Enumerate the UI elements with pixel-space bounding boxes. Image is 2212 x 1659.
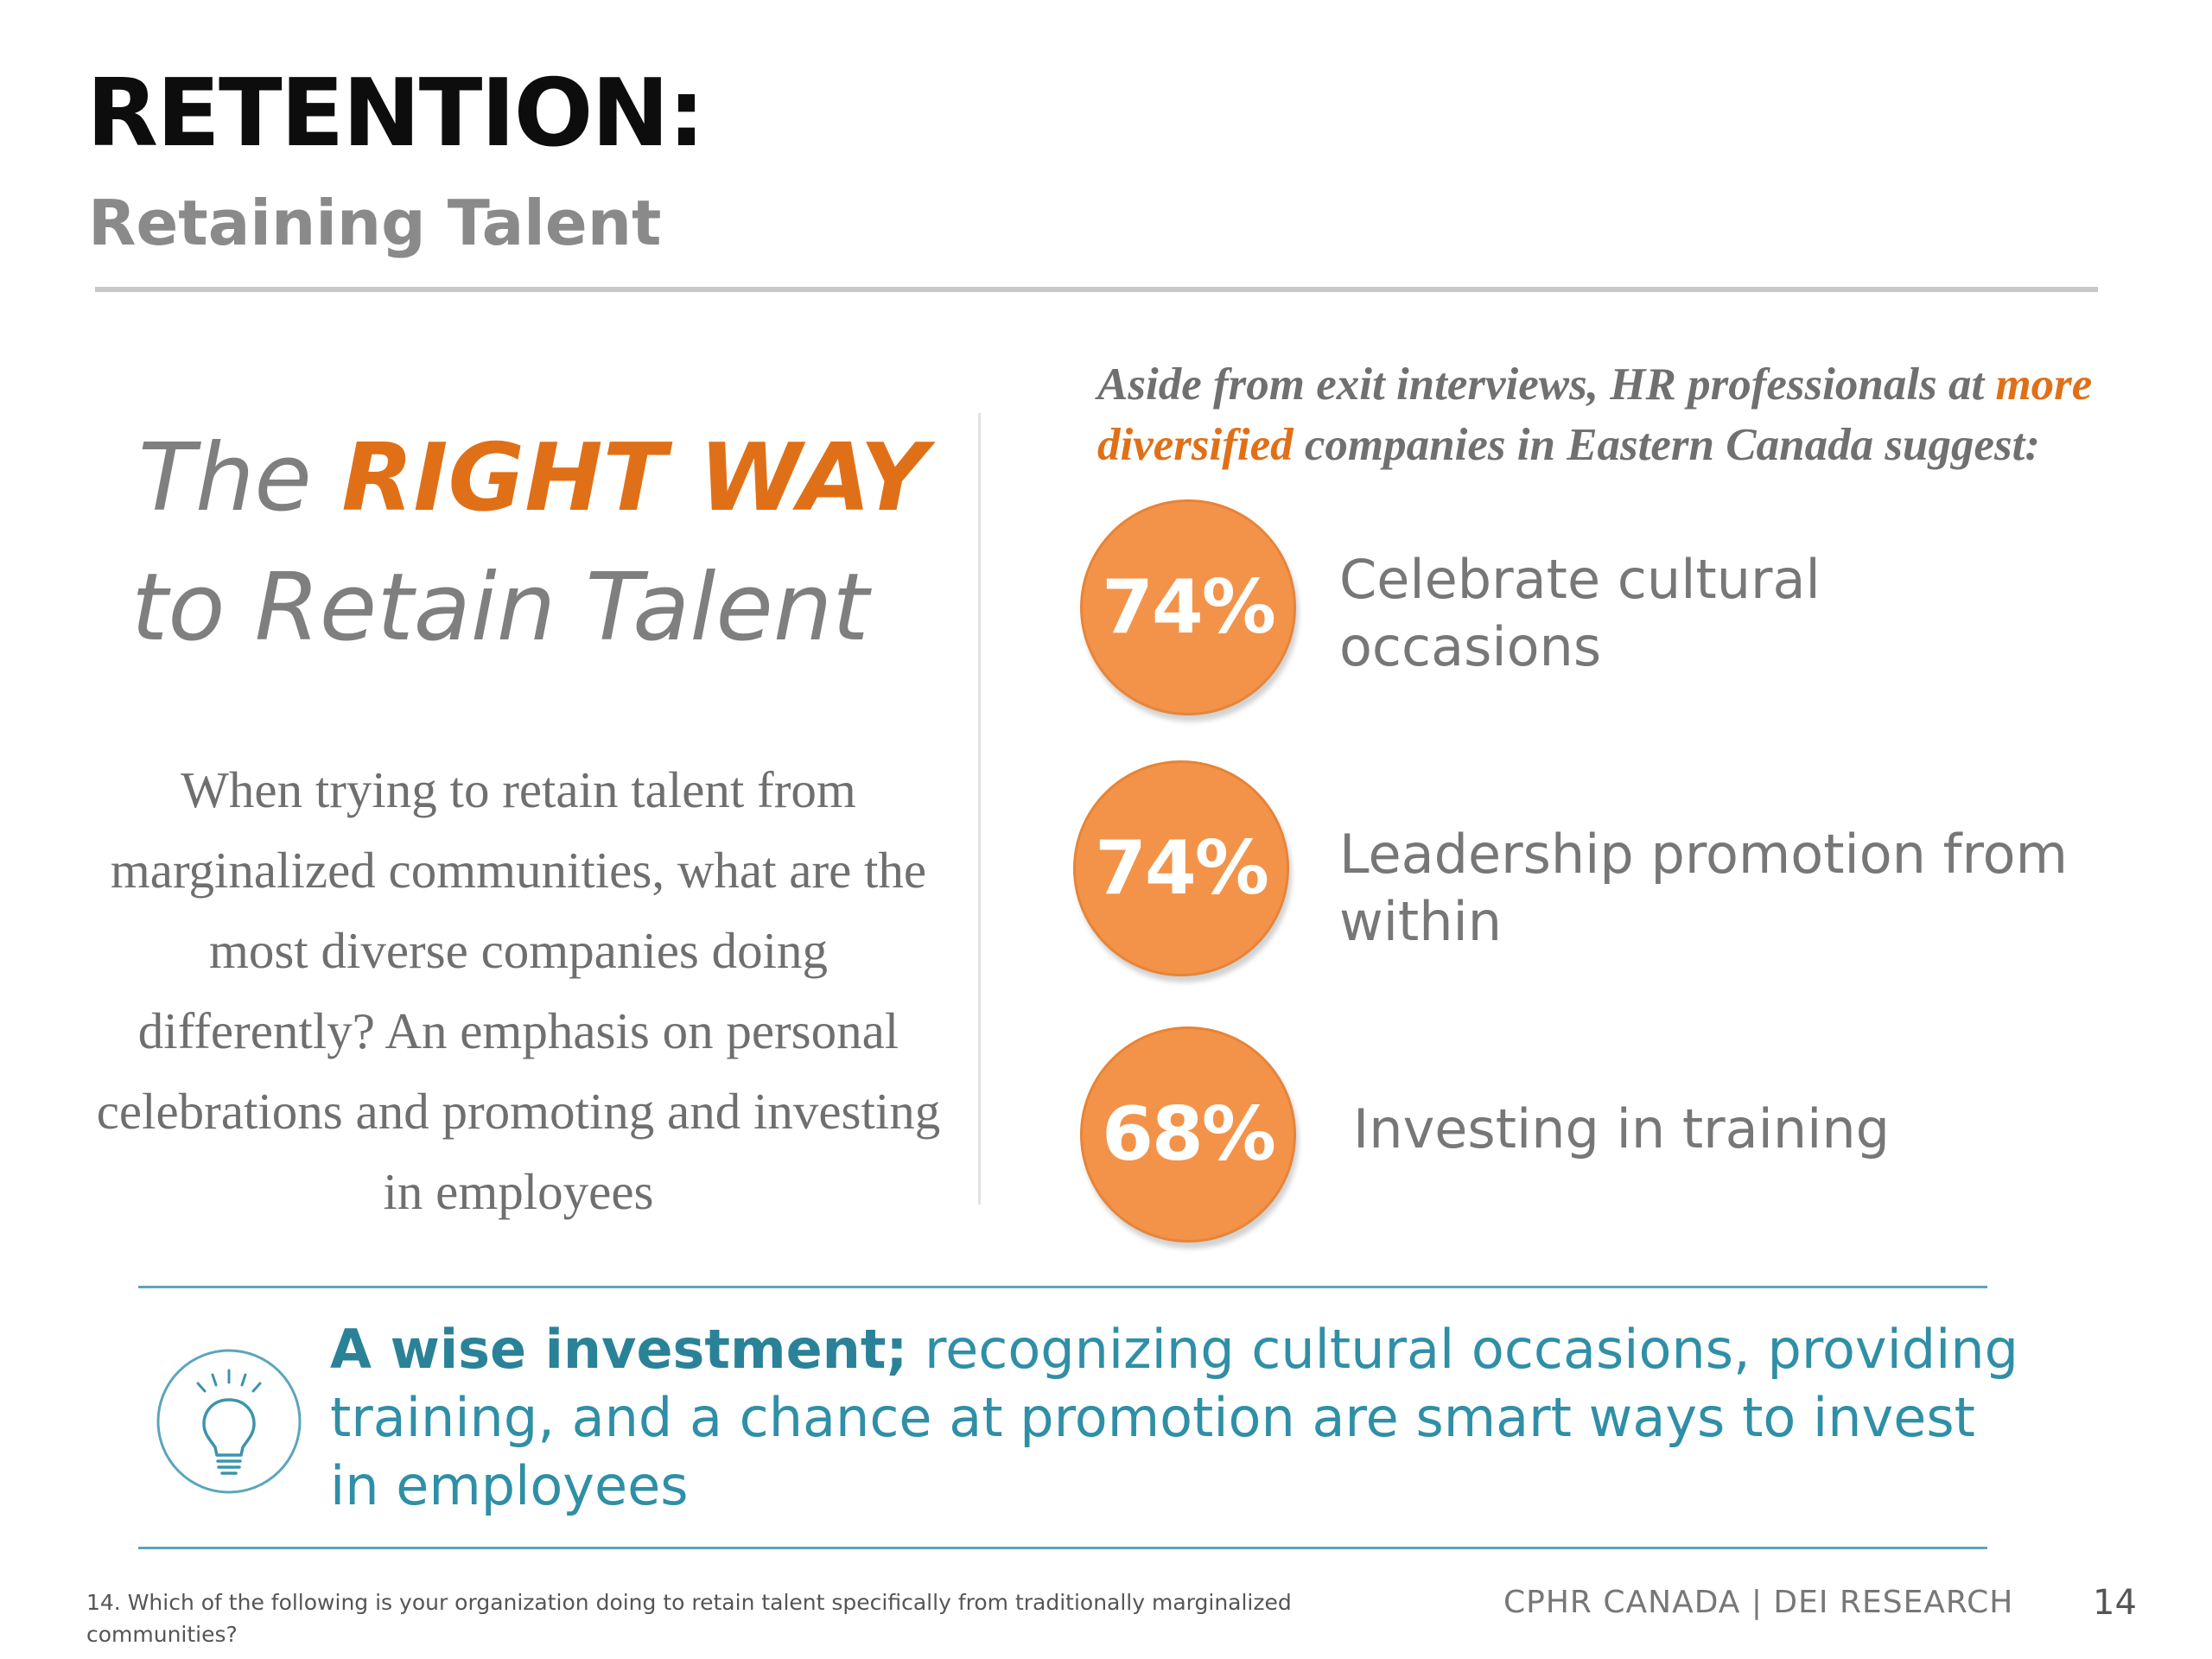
stats-lead-text: Aside from exit interviews, HR professio…	[1097, 354, 2195, 475]
heading-prefix: The	[138, 424, 342, 532]
slide-title: RETENTION:	[86, 60, 705, 168]
stat-value-leadership: 74%	[1095, 825, 1269, 912]
stat-label-line2: occasions	[1339, 615, 1602, 678]
stat-circle-training: 68%	[1080, 1027, 1296, 1243]
section-heading-line2: to Retain Talent	[131, 554, 869, 662]
brand-label: CPHR CANADA | DEI RESEARCH	[1503, 1585, 2014, 1620]
stat-label-line1: Celebrate cultural	[1339, 548, 1821, 611]
stat-value-training: 68%	[1102, 1091, 1276, 1178]
lead-text-part1: Aside from exit interviews, HR professio…	[1097, 359, 1996, 410]
takeaway-body: recognizing cultural occasions, providin…	[330, 1318, 2019, 1517]
slide-subtitle: Retaining Talent	[88, 187, 662, 259]
heading-accent: RIGHT WAY	[341, 424, 928, 532]
lead-accent-more: more	[1995, 359, 2093, 410]
lead-accent-diversified: diversified	[1097, 420, 1294, 470]
stat-label-line1: Leadership promotion from	[1339, 823, 2068, 886]
section-heading-line1: The RIGHT WAY	[138, 432, 928, 525]
takeaway-rule-bottom	[138, 1547, 1987, 1549]
page-number: 14	[2093, 1583, 2137, 1623]
stat-circle-leadership: 74%	[1073, 760, 1289, 976]
intro-paragraph: When trying to retain talent from margin…	[96, 761, 941, 1220]
lightbulb-icon	[156, 1349, 302, 1494]
takeaway-bold: A wise investment;	[330, 1318, 908, 1381]
column-divider	[978, 413, 981, 1205]
lead-text-part2: companies in Eastern Canada suggest:	[1293, 420, 2040, 470]
stat-label-training: Investing in training	[1353, 1096, 1890, 1163]
stat-label-leadership: Leadership promotion from within	[1339, 821, 2068, 956]
survey-footnote: 14. Which of the following is your organ…	[86, 1590, 1292, 1647]
stat-label-line1: Investing in training	[1353, 1097, 1891, 1160]
title-divider	[95, 287, 2098, 292]
stat-label-line2: within	[1339, 890, 1503, 953]
stat-value-celebrate: 74%	[1102, 564, 1276, 651]
takeaway-rule-top	[138, 1286, 1987, 1288]
stat-circle-celebrate: 74%	[1080, 499, 1296, 715]
stat-label-celebrate: Celebrate cultural occasions	[1339, 546, 1821, 681]
takeaway-text: A wise investment; recognizing cultural …	[330, 1315, 2024, 1520]
